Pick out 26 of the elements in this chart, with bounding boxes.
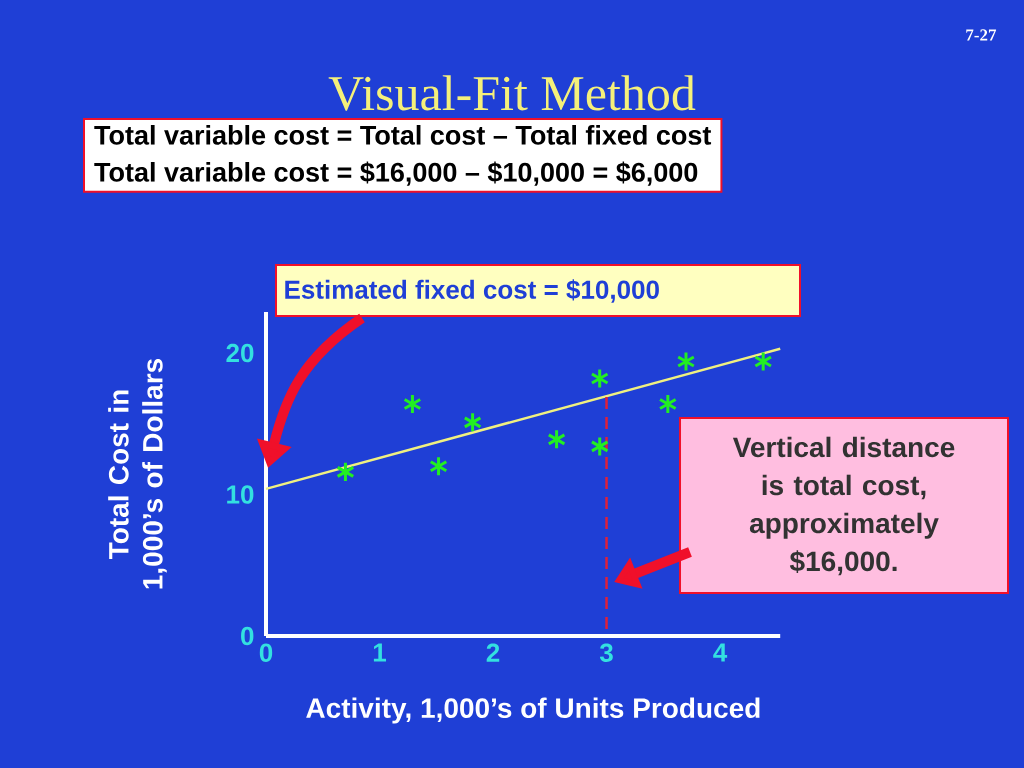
point [590, 367, 610, 389]
point [463, 411, 482, 433]
point [590, 435, 610, 457]
x-tick-label: 2 [486, 643, 500, 662]
point [429, 455, 448, 477]
point [753, 351, 773, 373]
text: Estimated fixed cost = $10,000 [285, 279, 659, 303]
x-axis-title: Activity, 1,000’s of Units Produced [306, 697, 760, 724]
point [658, 393, 678, 415]
annotation: Vertical distance is total cost, approximately $16,000. [732, 436, 955, 576]
x-tick-label: 4 [713, 643, 728, 662]
chart-title: Visual-Fit Method [328, 75, 696, 111]
y-tick-label: 0 [241, 626, 254, 646]
text: 7-27 [966, 29, 997, 41]
point [676, 351, 696, 373]
y-tick-label: 20 [226, 343, 254, 363]
x-tick-label: 0 [259, 643, 273, 662]
point [403, 393, 422, 415]
point [336, 461, 355, 483]
x-tick-label: 3 [599, 643, 613, 662]
point [547, 428, 566, 450]
y-axis-title: Total Cost in 1,000’s of Dollars [108, 358, 167, 589]
y-tick-label: 10 [227, 485, 254, 504]
text: Total variable cost = $16,000 – $10,000 = $6,000 [94, 161, 698, 186]
x-tick-label: 1 [373, 643, 387, 662]
text: Total variable cost = Total cost – Total fixed cost [94, 124, 712, 145]
